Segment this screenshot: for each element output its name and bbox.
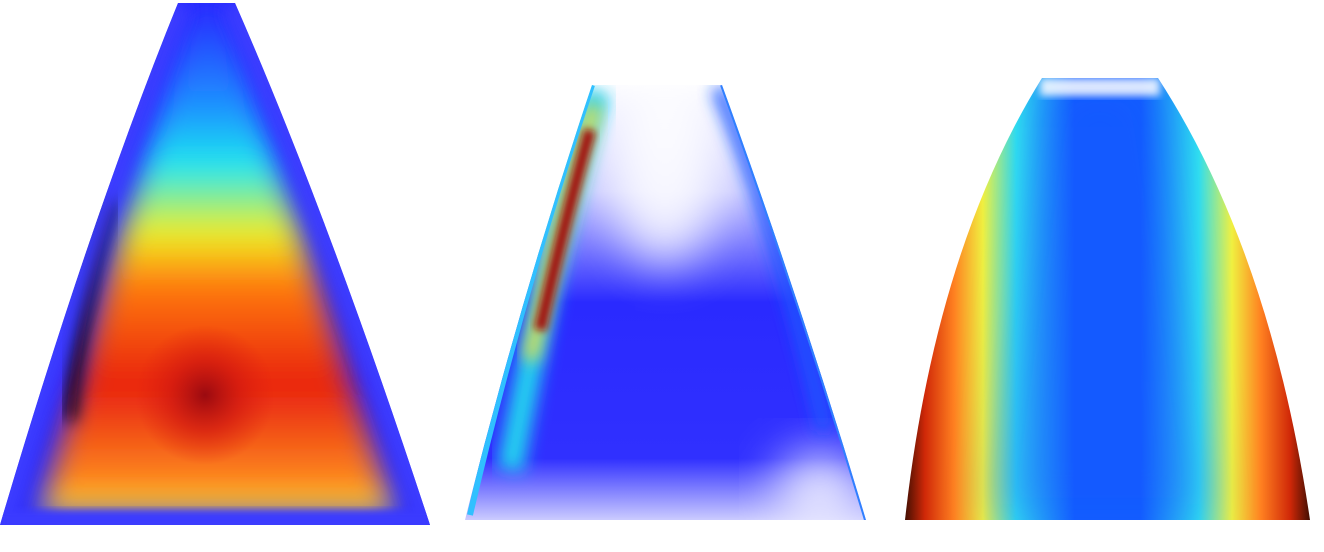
- panel-middle: [465, 85, 866, 520]
- panel-left: [0, 3, 430, 525]
- panel-right: [905, 78, 1310, 520]
